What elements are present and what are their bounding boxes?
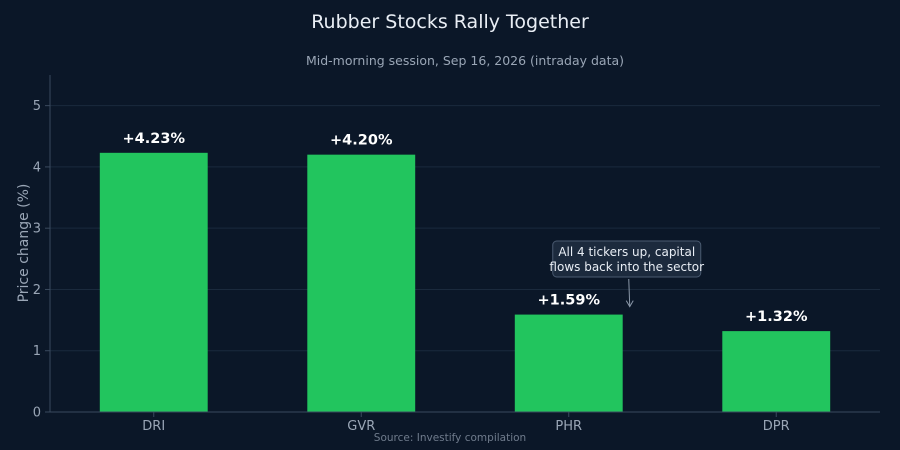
arrowhead-icon [625,300,634,308]
bar-phr [514,314,623,412]
bar-dpr [722,331,831,412]
axes: 0 1 2 3 4 5 DRI GVR PHR DPR [33,75,880,434]
data-label-phr: +1.59% [538,293,601,309]
annotation-arrow [628,278,631,307]
annotation-box [552,240,702,278]
y-axis-label: Price change (%) [16,184,32,303]
bar-gvr [307,154,416,412]
x-tick-label-phr: PHR [555,419,582,434]
y-tick-label: 3 [33,222,41,237]
data-label-gvr: +4.20% [330,133,393,149]
annotation-text-line: All 4 tickers up, capital [558,245,695,259]
source-note: Source: Investify compilation [374,432,526,444]
data-label-dpr: +1.32% [745,309,808,325]
x-tick-label-gvr: GVR [347,419,375,434]
chart-subtitle: Mid-morning session, Sep 16, 2026 (intra… [306,53,624,68]
y-tick-label: 5 [33,99,41,114]
x-tick-label-dri: DRI [142,419,165,434]
y-tick-label: 2 [33,283,41,298]
y-tick-label: 4 [33,160,41,175]
bars: +4.23% +4.20% +1.59% +1.32% [99,131,831,413]
data-label-dri: +4.23% [123,131,186,147]
chart-title: Rubber Stocks Rally Together [311,11,589,33]
bar-dri [99,152,208,413]
y-tick-label: 0 [33,406,41,421]
y-tick-label: 1 [33,344,41,359]
annotation-text-line: flows back into the sector [549,260,704,274]
x-tick-label-dpr: DPR [763,419,790,434]
